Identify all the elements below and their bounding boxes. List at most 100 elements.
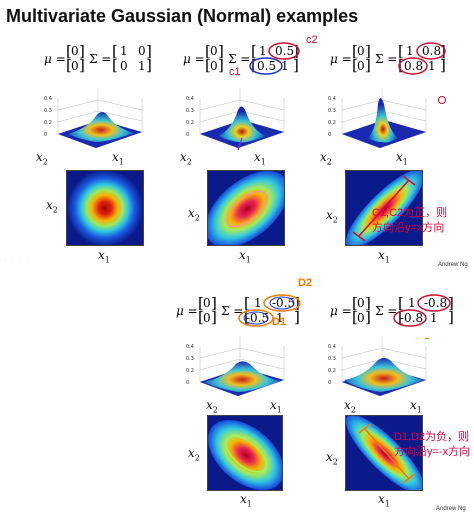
svg-text:]: ] [440,56,446,74]
sigma-cell: 1 [276,311,284,325]
mu-cell: 0 [71,44,79,58]
highlight-circle [393,309,427,327]
sigma-label: Σ = [375,52,397,66]
equation-5-svg: μ = [[ 0 0 ]] Σ = [[ 1 -0.8 -0.8 1 ]] [330,294,454,327]
equation-1: μ = [[ 0 0 ]] Σ = [[ 1 0 0 1 ]] [44,42,154,77]
page-title: Multivariate Gaussian (Normal) examples [6,6,359,26]
svg-text:0.3: 0.3 [328,356,336,362]
x1-label: x1 [378,248,390,265]
equation-4: μ = [[ 0 0 ]] Σ = [[ 1 -0.5 -0.5 1 ]] [176,290,316,333]
sigma-cell: 1 [120,44,128,58]
surface-plot-2: 0.4 0.3 0.2 0 [186,88,285,151]
svg-text:]: ] [365,42,371,60]
x2-label: x2 [320,150,332,167]
mu-cell: 0 [357,311,365,325]
mu-cell: 0 [210,59,218,73]
surface-plot-1: 0.4 0.3 0.2 0 [44,88,143,149]
svg-text:]: ] [294,308,300,326]
d1-highlight-circle [238,309,274,327]
red-dot-mark [438,96,446,104]
svg-text:[: [ [251,56,257,74]
svg-text:0.4: 0.4 [186,344,194,350]
x2-label: x2 [188,446,200,463]
svg-text:0.2: 0.2 [328,120,336,126]
sigma-cell: 1 [408,296,416,310]
sigma-cell: 1 [281,59,289,73]
svg-text:0.4: 0.4 [186,96,194,102]
x2-label: x2 [188,206,200,223]
x2-label: x2 [326,450,338,467]
heatmap-1 [66,170,144,246]
bracket: ] [79,56,85,74]
equation-4-svg: μ = [[ 0 0 ]] Σ = [[ 1 -0.5 -0.5 1 ]] [176,294,301,327]
svg-text:0: 0 [186,380,189,386]
mu-cell: 0 [203,296,211,310]
svg-text:]: ] [365,308,371,326]
x2-label: x2 [36,150,48,167]
c2-label: c2 [306,34,318,46]
note-positive-line2: 方向沿y=x方向 [372,222,445,234]
svg-text:[: [ [398,56,404,74]
svg-text:[: [ [244,294,250,312]
svg-text:0.4: 0.4 [44,96,52,102]
mu-cell: 0 [203,311,211,325]
mu-label: μ = [330,52,352,66]
d1-inner-circle [243,311,269,325]
pen-ellipse-overlay [226,190,268,228]
svg-text:0.2: 0.2 [44,120,52,126]
sigma-cell-d2: -0.5 [272,296,295,310]
svg-text:[: [ [352,308,358,326]
svg-text:]: ] [448,294,454,312]
mu-cell: 0 [71,59,79,73]
highlight-circle [398,57,428,75]
svg-text:]: ] [218,42,224,60]
surface-bump [368,98,398,143]
mu-label: μ = [176,304,198,318]
note-positive: C1,C2为正，则 方向沿y=x方向 [372,206,447,236]
svg-text:0: 0 [186,132,189,138]
sigma-cell-c2: 0.5 [275,44,294,58]
sigma-cell: 0.8 [422,44,441,58]
bracket: [ [66,42,72,60]
svg-text:]: ] [293,42,299,60]
x2-label: x2 [344,398,356,415]
svg-text:]: ] [440,42,446,60]
bracket: [ [66,56,72,74]
equation-2: μ = [[ 0 0 ]] Σ = [[ 1 0.5 0.5 1 ]] [183,38,333,81]
svg-text:[: [ [205,56,211,74]
sigma-cell: 1 [254,296,262,310]
bracket: ] [146,56,152,74]
sigma-label: Σ = [228,52,250,66]
surface-plot-5: 0.4 0.3 0.2 0 [328,336,427,397]
mu-cell: 0 [210,44,218,58]
credit-top: Andrew Ng [438,262,468,268]
sigma-cell: 1 [430,311,438,325]
mu-label: μ = [183,52,205,66]
surface-bump [68,112,134,142]
sigma-cell: 0 [120,59,128,73]
svg-text:0.3: 0.3 [186,108,194,114]
svg-text:]: ] [211,294,217,312]
svg-text:]: ] [218,56,224,74]
sigma-cell: -0.8 [400,311,423,325]
svg-text:]: ] [211,308,217,326]
note-negative-line2: 方向沿y=-x方向 [394,446,471,458]
equation-1-svg: μ = [[ 0 0 ]] Σ = [[ 1 0 0 1 ]] [44,42,152,74]
pen-ellipse-overlay [225,435,267,473]
x1-label: x1 [378,492,390,509]
svg-text:0: 0 [328,132,331,138]
c2-highlight-circle [268,42,300,60]
sigma-cell: 1 [406,44,414,58]
mu-label: μ = [44,52,66,66]
svg-text:0.3: 0.3 [328,108,336,114]
svg-text:]: ] [448,308,454,326]
mu-cell: 0 [357,59,365,73]
svg-text:0.2: 0.2 [186,368,194,374]
svg-text:[: [ [251,42,257,60]
svg-text:[: [ [352,294,358,312]
d2-label: D2 [298,277,313,289]
sigma-cell-d1: -0.5 [246,311,269,325]
svg-text:]: ] [365,56,371,74]
svg-text:0.2: 0.2 [328,368,336,374]
svg-text:[: [ [205,42,211,60]
